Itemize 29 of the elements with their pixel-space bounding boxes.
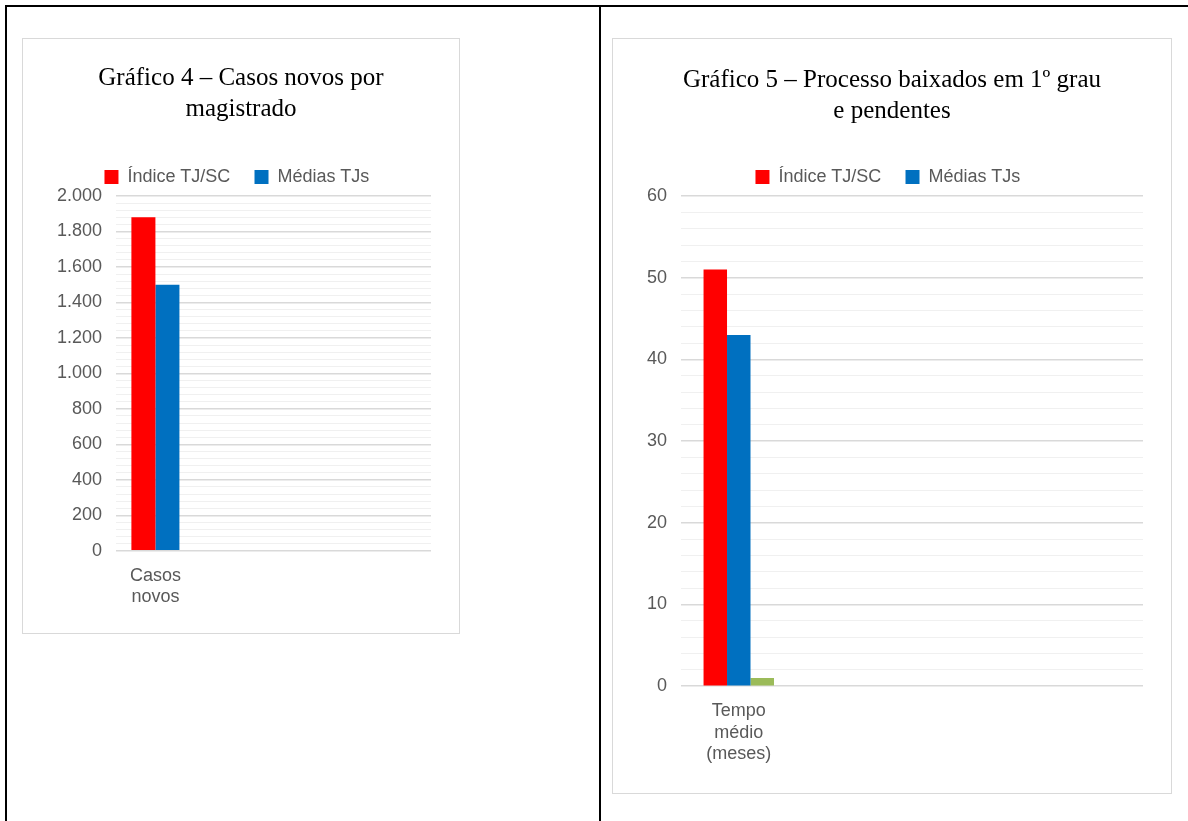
y-tick-label: 1.800 xyxy=(57,220,103,241)
y-tick-label: 20 xyxy=(646,511,668,532)
legend-label: Médias TJs xyxy=(928,165,1021,186)
y-tick-label: 1.200 xyxy=(57,326,103,347)
y-tick-label: 1.600 xyxy=(57,255,103,276)
chart-title: Gráfico 4 – Casos novos por magistrado xyxy=(97,62,385,123)
y-tick-label: 600 xyxy=(72,433,103,454)
y-tick-label: 1.000 xyxy=(57,362,103,383)
y-tick-label: 10 xyxy=(646,593,668,614)
y-tick-label: 2.000 xyxy=(57,184,103,205)
y-tick-label: 60 xyxy=(646,184,668,205)
y-tick-label: 50 xyxy=(646,266,668,287)
legend-label: Índice TJ/SC xyxy=(127,165,231,186)
y-tick-label: 800 xyxy=(72,397,103,418)
y-tick-label: 0 xyxy=(92,539,103,560)
y-tick-label: 200 xyxy=(72,504,103,525)
chart-title: Gráfico 5 – Processo baixados em 1º grau e pendentes xyxy=(682,64,1102,125)
bar xyxy=(727,334,751,686)
x-tick-label: Tempo médio (meses) xyxy=(706,699,772,764)
y-tick-label: 400 xyxy=(72,468,103,489)
legend-label: Índice TJ/SC xyxy=(778,165,882,186)
y-tick-label: 30 xyxy=(646,430,668,451)
y-tick-label: 0 xyxy=(657,675,668,696)
x-tick-label: Casos novos xyxy=(129,564,181,607)
y-tick-label: 40 xyxy=(646,348,668,369)
bar xyxy=(703,269,728,686)
y-tick-label: 1.400 xyxy=(57,291,103,312)
bar xyxy=(750,678,774,686)
legend-label: Médias TJs xyxy=(277,165,370,186)
